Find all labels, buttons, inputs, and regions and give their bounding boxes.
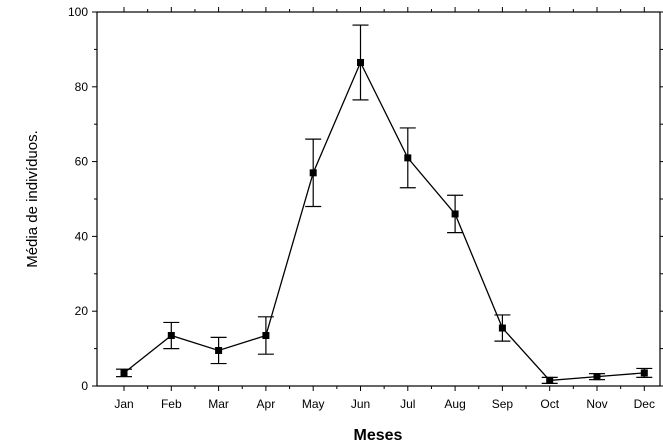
data-markers xyxy=(120,58,648,384)
y-tick-label: 80 xyxy=(75,80,89,94)
data-point xyxy=(262,332,270,340)
x-tick-label: Apr xyxy=(257,397,276,411)
y-tick-label: 40 xyxy=(75,229,89,243)
x-tick-label: Jul xyxy=(400,397,415,411)
x-tick-label: Aug xyxy=(444,397,465,411)
x-tick-label: May xyxy=(302,397,325,411)
error-bars xyxy=(116,24,653,384)
y-tick-label: 0 xyxy=(81,379,88,393)
x-tick-label: Jun xyxy=(351,397,370,411)
plot-frame xyxy=(96,11,661,387)
y-tick-label: 20 xyxy=(75,304,89,318)
data-point xyxy=(498,324,506,332)
x-axis-title: Meses xyxy=(354,427,403,444)
y-axis-ticks: 0 20 40 60 80 100 xyxy=(68,5,663,393)
y-tick-label: 60 xyxy=(75,155,89,169)
data-point xyxy=(309,169,317,177)
data-point xyxy=(167,332,175,340)
x-tick-label: Oct xyxy=(540,397,559,411)
x-tick-label: Sep xyxy=(492,397,514,411)
x-tick-label: Nov xyxy=(586,397,607,411)
y-axis-title: Média de indivíduos. xyxy=(24,130,41,268)
x-tick-label: Dec xyxy=(634,397,655,411)
data-point xyxy=(546,376,554,384)
data-point xyxy=(593,373,601,381)
x-tick-label: Mar xyxy=(208,397,229,411)
data-point xyxy=(451,210,459,218)
x-tick-label: Feb xyxy=(161,397,182,411)
x-axis-ticks: Jan Feb Mar Apr May Jun Jul Aug Sep Oct Nov Dec xyxy=(114,7,655,411)
data-point xyxy=(640,369,648,377)
x-tick-label: Jan xyxy=(114,397,133,411)
data-point xyxy=(120,369,128,377)
y-tick-label: 100 xyxy=(68,5,88,19)
data-point xyxy=(404,154,412,162)
series-line xyxy=(123,60,645,382)
data-point xyxy=(357,58,364,66)
data-point xyxy=(215,346,223,354)
